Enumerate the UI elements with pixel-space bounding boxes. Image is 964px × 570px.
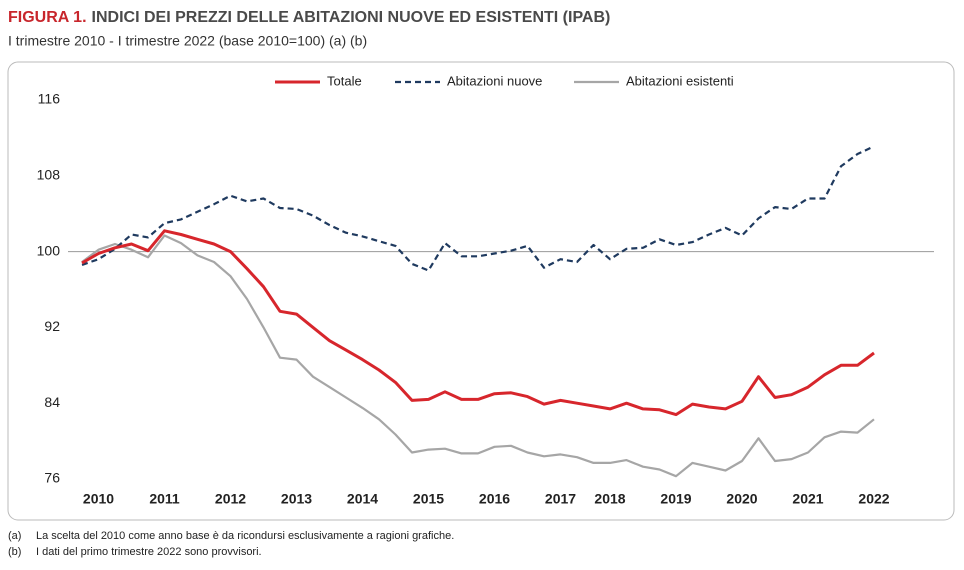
x-tick-label: 2020 xyxy=(726,491,757,507)
legend-label: Totale xyxy=(327,73,362,88)
x-tick-label: 2018 xyxy=(594,491,625,507)
x-tick-label: 2019 xyxy=(660,491,691,507)
y-tick-label: 84 xyxy=(44,394,60,410)
x-tick-label: 2016 xyxy=(479,491,510,507)
x-tick-label: 2012 xyxy=(215,491,246,507)
x-tick-label: 2017 xyxy=(545,491,576,507)
series-line xyxy=(81,234,875,478)
footnote: I dati del primo trimestre 2022 sono pro… xyxy=(36,546,262,558)
title-text: INDICI DEI PREZZI DELLE ABITAZIONI NUOVE… xyxy=(92,9,611,26)
x-tick-label: 2013 xyxy=(281,491,312,507)
x-tick-label: 2015 xyxy=(413,491,444,507)
y-tick-label: 92 xyxy=(44,318,60,334)
y-tick-label: 100 xyxy=(37,242,61,258)
figure-label: FIGURA 1. xyxy=(8,9,87,26)
legend-label: Abitazioni nuove xyxy=(447,73,542,88)
chart-frame xyxy=(7,61,955,521)
subtitle: I trimestre 2010 - I trimestre 2022 (bas… xyxy=(8,33,367,49)
y-tick-label: 76 xyxy=(44,470,60,486)
series-line xyxy=(81,229,875,417)
footnote: La scelta del 2010 come anno base è da r… xyxy=(36,530,454,542)
x-tick-label: 2021 xyxy=(792,491,823,507)
series-line xyxy=(81,145,875,272)
y-tick-label: 116 xyxy=(38,91,61,107)
footnote-marker: (a) xyxy=(8,530,21,542)
chart-title: FIGURA 1. INDICI DEI PREZZI DELLE ABITAZI… xyxy=(8,9,610,26)
x-tick-label: 2014 xyxy=(347,491,378,507)
legend-label: Abitazioni esistenti xyxy=(626,73,734,88)
x-tick-label: 2022 xyxy=(858,491,889,507)
x-tick-label: 2011 xyxy=(149,491,180,507)
y-tick-label: 108 xyxy=(37,167,61,183)
x-tick-label: 2010 xyxy=(83,491,114,507)
footnote-marker: (b) xyxy=(8,546,21,558)
